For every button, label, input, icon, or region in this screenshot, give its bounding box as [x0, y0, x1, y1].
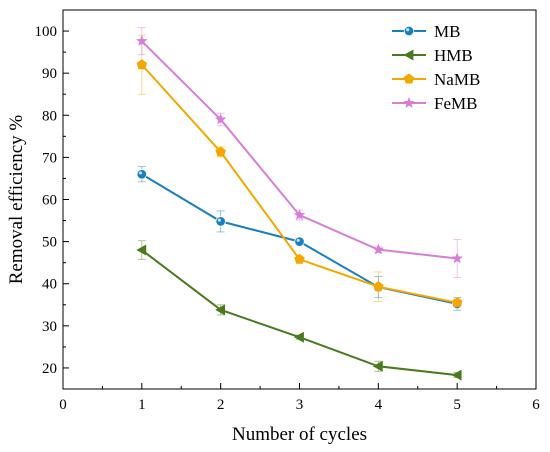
series-line — [141, 249, 458, 377]
data-point — [136, 35, 148, 47]
x-tick-label: 4 — [375, 397, 383, 413]
data-point-highlight — [138, 171, 143, 175]
x-axis-label: Number of cycles — [232, 424, 367, 445]
data-point — [451, 252, 463, 264]
data-point — [451, 297, 463, 308]
legend-item-hmb: HMB — [392, 46, 473, 65]
series-layer — [136, 27, 463, 381]
data-point — [215, 216, 226, 227]
data-point — [215, 146, 226, 157]
data-point — [136, 169, 148, 180]
legend-label: HMB — [434, 46, 473, 65]
y-tick-label: 30 — [42, 319, 57, 335]
plot-frame — [62, 9, 537, 390]
legend-marker — [403, 49, 414, 61]
series-femb — [136, 27, 463, 278]
legend-marker-highlight — [406, 28, 410, 32]
data-point — [373, 281, 384, 292]
x-tick-label: 0 — [59, 397, 67, 413]
x-tick-label: 6 — [532, 397, 540, 413]
data-point — [293, 209, 306, 220]
y-tick-label: 60 — [42, 193, 57, 209]
data-point — [136, 244, 147, 256]
x-tick-label: 3 — [296, 397, 304, 413]
legend-item-namb: NaMB — [392, 70, 480, 89]
y-tick-label: 50 — [42, 235, 57, 251]
y-axis-label: Removal efficiency % — [6, 115, 27, 285]
x-tick-label: 2 — [217, 397, 225, 413]
legend-label: MB — [434, 22, 460, 41]
legend-label: NaMB — [434, 70, 480, 89]
y-tick-label: 90 — [42, 66, 57, 82]
data-point — [215, 304, 226, 316]
data-point — [214, 113, 227, 125]
y-tick-label: 20 — [42, 361, 57, 377]
series-line — [141, 40, 458, 260]
legend-marker — [403, 73, 415, 84]
legend-marker — [403, 25, 415, 37]
x-tick-label: 5 — [453, 397, 461, 413]
y-tick-label: 70 — [42, 150, 57, 166]
data-point — [451, 369, 462, 381]
legend-marker — [403, 97, 415, 108]
data-point-highlight — [217, 218, 221, 222]
x-tick-label: 1 — [138, 397, 146, 413]
legend-item-mb: MB — [392, 22, 460, 41]
data-point — [136, 59, 148, 70]
y-tick-label: 100 — [35, 24, 58, 40]
data-point — [294, 331, 304, 343]
series-namb — [136, 34, 463, 308]
data-point-highlight — [296, 238, 300, 242]
series-hmb — [136, 240, 462, 381]
tick-layer: 0 1 2 3 4 5 6 20 30 40 50 60 70 80 90 100 — [35, 9, 540, 413]
data-point — [294, 253, 305, 264]
legend-item-femb: FeMB — [392, 94, 477, 113]
data-point — [372, 243, 385, 255]
y-tick-label: 80 — [42, 108, 57, 124]
legend: MB HMB NaMB FeMB — [392, 22, 480, 113]
series-mb — [136, 166, 463, 311]
legend-label: FeMB — [434, 94, 477, 113]
data-point — [372, 360, 383, 372]
data-point — [294, 236, 305, 247]
y-tick-label: 40 — [42, 277, 57, 293]
